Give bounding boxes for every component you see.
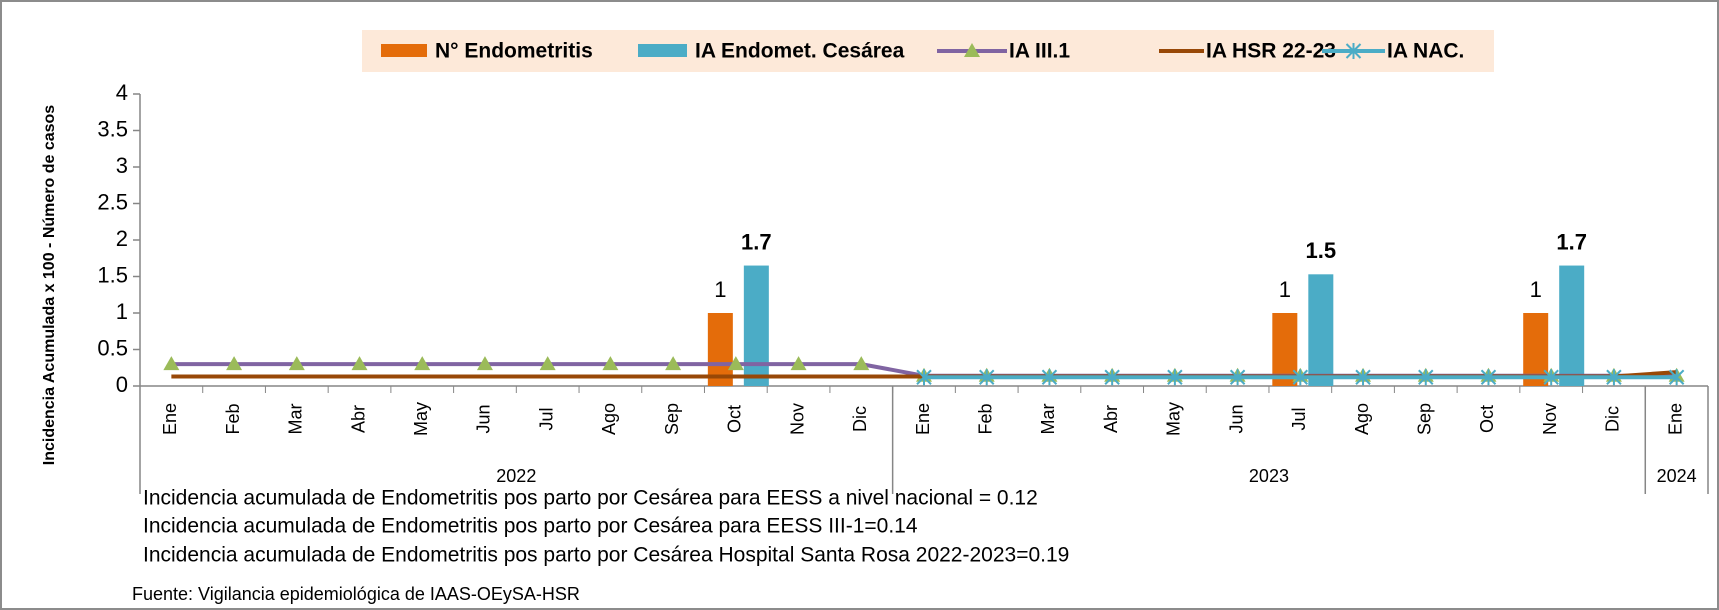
- bar: [743, 265, 769, 386]
- x-tick-label: Sep: [1415, 403, 1435, 435]
- marker: [1543, 369, 1559, 386]
- x-tick-label: Nov: [787, 403, 807, 435]
- y-tick-label: 2.5: [97, 189, 128, 214]
- marker: [665, 356, 682, 371]
- y-tick-label: 0: [116, 372, 128, 397]
- marker: [1345, 43, 1362, 59]
- marker: [602, 356, 619, 371]
- marker: [1668, 369, 1685, 386]
- x-tick-label: Ene: [1665, 403, 1685, 435]
- marker: [1041, 369, 1058, 386]
- legend-label: IA Endomet. Cesárea: [695, 40, 905, 63]
- group-label: 2022: [496, 466, 536, 486]
- x-tick-label: May: [1164, 402, 1184, 436]
- x-tick-label: Dic: [1603, 406, 1623, 432]
- x-tick-label: Jul: [536, 407, 556, 430]
- marker: [226, 356, 243, 371]
- data-label: 1.7: [741, 229, 772, 254]
- x-tick-label: Feb: [223, 403, 243, 434]
- x-tick-label: Sep: [662, 403, 682, 435]
- y-tick-label: 1.5: [97, 262, 128, 287]
- x-tick-label: Abr: [1101, 405, 1121, 433]
- bar: [1308, 274, 1334, 386]
- note: Incidencia acumulada de Endometritis pos…: [143, 487, 1038, 510]
- y-tick-label: 0.5: [97, 335, 128, 360]
- data-label: 1: [1530, 277, 1542, 302]
- marker: [727, 356, 744, 371]
- legend-swatch: [381, 44, 427, 57]
- marker: [288, 356, 305, 371]
- x-tick-label: Oct: [725, 405, 745, 433]
- marker: [790, 356, 807, 371]
- y-tick-label: 2: [116, 226, 128, 251]
- x-tick-label: Abr: [348, 405, 368, 433]
- marker: [853, 356, 870, 371]
- x-tick-label: Ene: [160, 403, 180, 435]
- marker: [539, 356, 556, 371]
- bar: [1559, 265, 1585, 386]
- data-label: 1.5: [1306, 238, 1337, 263]
- x-tick-label: Jun: [474, 404, 494, 433]
- marker: [351, 356, 368, 371]
- data-label: 1: [1279, 277, 1291, 302]
- marker: [1229, 369, 1246, 386]
- legend-background: [362, 30, 1494, 72]
- marker: [1418, 369, 1434, 386]
- source: Fuente: Vigilancia epidemiológica de IAA…: [132, 584, 580, 604]
- y-axis-label: Incidencia Acumulada x 100 - Número de c…: [41, 105, 58, 466]
- y-tick-label: 3: [116, 153, 128, 178]
- marker: [163, 356, 180, 371]
- x-tick-label: Oct: [1477, 405, 1497, 433]
- x-tick-label: Ago: [1352, 403, 1372, 435]
- x-tick-label: Jul: [1289, 407, 1309, 430]
- y-tick-label: 3.5: [97, 116, 128, 141]
- marker: [979, 369, 995, 386]
- marker: [916, 369, 932, 386]
- legend-label: IA HSR 22-23: [1206, 40, 1336, 63]
- x-tick-label: Mar: [1038, 403, 1058, 434]
- note: Incidencia acumulada de Endometritis pos…: [143, 515, 918, 538]
- marker: [414, 356, 431, 371]
- group-label: 2024: [1657, 466, 1697, 486]
- marker: [1606, 369, 1622, 386]
- group-label: 2023: [1249, 466, 1289, 486]
- x-tick-label: Mar: [286, 403, 306, 434]
- x-tick-label: Feb: [975, 403, 995, 434]
- marker: [1355, 369, 1371, 386]
- x-tick-label: Dic: [850, 406, 870, 432]
- x-tick-label: Ago: [599, 403, 619, 435]
- note: Incidencia acumulada de Endometritis pos…: [143, 544, 1069, 567]
- legend-label: IA III.1: [1009, 40, 1070, 63]
- marker: [1167, 369, 1183, 386]
- marker: [964, 43, 980, 57]
- marker: [476, 356, 493, 371]
- marker: [1104, 369, 1120, 386]
- bar: [707, 313, 733, 386]
- y-tick-label: 4: [116, 80, 128, 105]
- x-tick-label: Jun: [1226, 404, 1246, 433]
- legend-swatch: [638, 44, 687, 57]
- x-tick-label: Nov: [1540, 403, 1560, 435]
- marker: [1292, 369, 1309, 386]
- y-tick-label: 1: [116, 299, 128, 324]
- legend-label: IA NAC.: [1387, 40, 1464, 63]
- legend-label: N° Endometritis: [435, 40, 593, 63]
- x-tick-label: May: [411, 402, 431, 436]
- data-label: 1.7: [1556, 229, 1587, 254]
- x-tick-label: Ene: [913, 403, 933, 435]
- marker: [1480, 369, 1497, 386]
- data-label: 1: [714, 277, 726, 302]
